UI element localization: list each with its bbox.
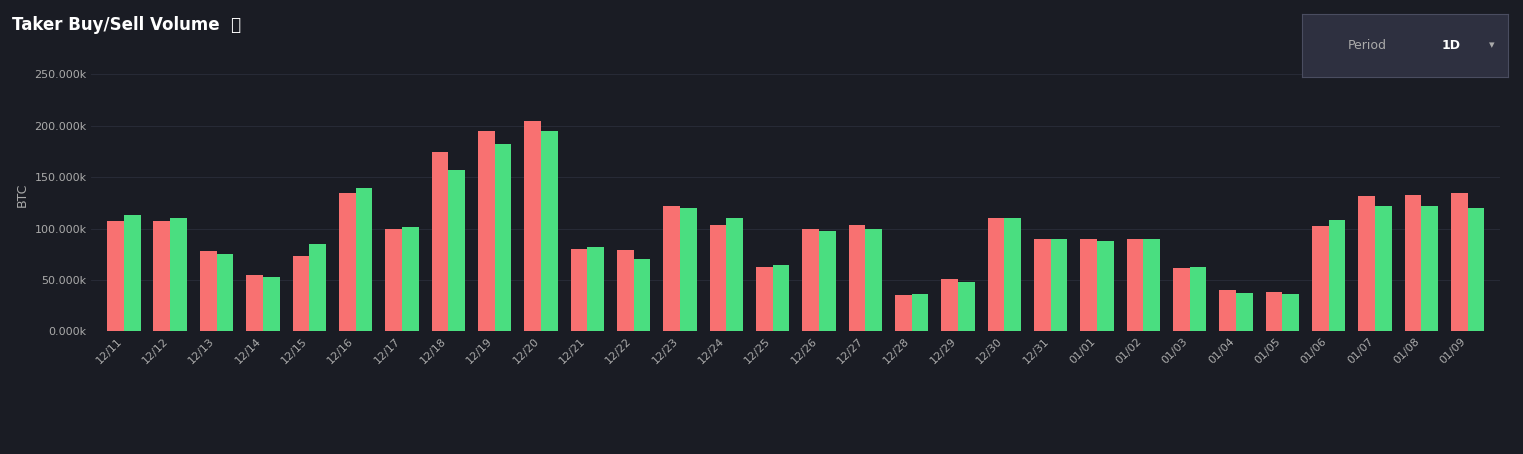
Bar (865, 229, 882, 331)
Bar (571, 249, 588, 331)
Y-axis label: BTC: BTC (15, 183, 29, 207)
Bar (1051, 239, 1068, 331)
Bar (912, 294, 929, 331)
Bar (1080, 239, 1097, 331)
Bar (1004, 218, 1020, 331)
Bar (1328, 220, 1345, 331)
Bar (355, 188, 372, 331)
Bar (385, 229, 402, 331)
Bar (402, 227, 419, 331)
Bar (819, 231, 836, 331)
Bar (1266, 292, 1282, 331)
Bar (663, 206, 679, 331)
Legend: Taker Sell Volume, Taker Buy Volume: Taker Sell Volume, Taker Buy Volume (646, 452, 946, 454)
Bar (431, 152, 448, 331)
Bar (309, 244, 326, 331)
Bar (710, 225, 726, 331)
Bar (1451, 192, 1468, 331)
Bar (524, 121, 541, 331)
Bar (679, 208, 696, 331)
Bar (755, 266, 772, 331)
Bar (958, 282, 975, 331)
Bar (1421, 206, 1438, 331)
Bar (292, 257, 309, 331)
Bar (803, 229, 819, 331)
Bar (1189, 266, 1206, 331)
Bar (1097, 241, 1113, 331)
Bar (772, 265, 789, 331)
Bar (634, 260, 650, 331)
Bar (495, 144, 512, 331)
Bar (247, 275, 263, 331)
Bar (896, 296, 912, 331)
Bar (1404, 195, 1421, 331)
Bar (448, 170, 465, 331)
Bar (941, 279, 958, 331)
Bar (171, 218, 187, 331)
Bar (478, 131, 495, 331)
Text: ▾: ▾ (1489, 40, 1496, 50)
Bar (1311, 226, 1328, 331)
Bar (1375, 206, 1392, 331)
Text: Taker Buy/Sell Volume  ⓘ: Taker Buy/Sell Volume ⓘ (12, 16, 241, 34)
Bar (1173, 268, 1189, 331)
Bar (200, 251, 216, 331)
Bar (617, 250, 634, 331)
Bar (107, 222, 123, 331)
Text: 1D: 1D (1442, 39, 1461, 52)
Bar (1127, 239, 1144, 331)
Bar (1144, 239, 1161, 331)
Text: Period: Period (1348, 39, 1386, 52)
Bar (987, 218, 1004, 331)
Bar (1034, 239, 1051, 331)
Bar (1468, 208, 1485, 331)
Bar (848, 225, 865, 331)
Bar (726, 218, 743, 331)
Bar (263, 277, 280, 331)
Bar (216, 254, 233, 331)
Bar (154, 222, 171, 331)
Bar (1237, 293, 1253, 331)
Bar (338, 192, 355, 331)
Bar (1359, 196, 1375, 331)
Bar (1220, 290, 1237, 331)
Bar (541, 131, 557, 331)
Bar (588, 247, 605, 331)
Bar (123, 215, 140, 331)
Bar (1282, 294, 1299, 331)
